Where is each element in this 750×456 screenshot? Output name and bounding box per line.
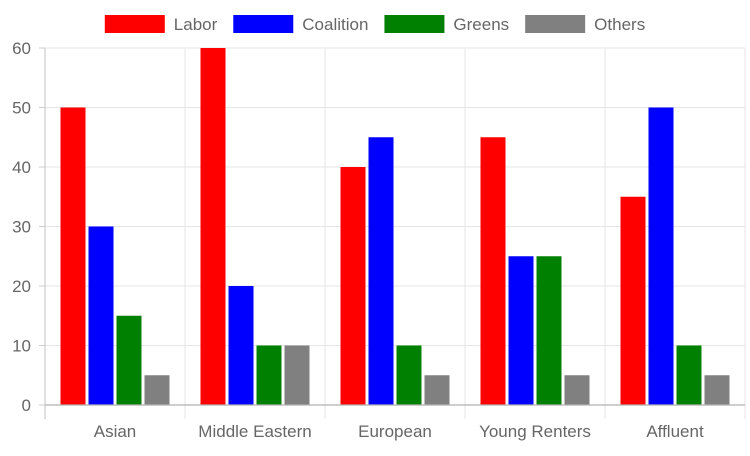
bar-coalition-european xyxy=(368,137,394,405)
x-category-label: Middle Eastern xyxy=(198,422,311,441)
bar-coalition-young-renters xyxy=(508,256,534,405)
bar-labor-asian xyxy=(60,107,86,405)
y-tick-label: 30 xyxy=(12,218,31,237)
bar-others-european xyxy=(424,375,450,405)
bar-greens-asian xyxy=(116,315,142,405)
legend-swatch-others xyxy=(525,15,586,33)
legend-label-labor[interactable]: Labor xyxy=(174,15,218,34)
bar-greens-european xyxy=(396,345,422,405)
chart-axes xyxy=(44,48,745,419)
legend-label-others[interactable]: Others xyxy=(594,15,645,34)
bar-greens-middle-eastern xyxy=(256,345,282,405)
bar-others-affluent xyxy=(704,375,730,405)
y-axis-ticks: 0 10 20 30 40 50 60 xyxy=(12,39,45,415)
bar-coalition-middle-eastern xyxy=(228,286,254,405)
bar-others-young-renters xyxy=(564,375,590,405)
bar-greens-affluent xyxy=(676,345,702,405)
bar-labor-middle-eastern xyxy=(200,48,226,405)
chart-grid xyxy=(44,47,746,419)
y-tick-label: 0 xyxy=(22,396,31,415)
bar-labor-european xyxy=(340,167,366,405)
bar-others-asian xyxy=(144,375,170,405)
legend-label-greens[interactable]: Greens xyxy=(453,15,509,34)
x-category-label: Asian xyxy=(94,422,137,441)
y-tick-label: 20 xyxy=(12,277,31,296)
bar-labor-affluent xyxy=(620,196,646,405)
bar-labor-young-renters xyxy=(480,137,506,405)
y-tick-label: 10 xyxy=(12,337,31,356)
x-category-label: Affluent xyxy=(646,422,704,441)
chart-legend: Labor Coalition Greens Others xyxy=(104,15,645,34)
legend-swatch-labor xyxy=(104,15,165,33)
y-tick-label: 60 xyxy=(12,39,31,58)
x-category-label: European xyxy=(358,422,432,441)
bar-coalition-asian xyxy=(88,226,114,405)
x-category-label: Young Renters xyxy=(479,422,591,441)
y-tick-label: 50 xyxy=(12,99,31,118)
x-axis-categories: Asian Middle Eastern European Young Renters… xyxy=(94,422,704,441)
bar-coalition-affluent xyxy=(648,107,674,405)
legend-swatch-coalition xyxy=(233,15,294,33)
bar-greens-young-renters xyxy=(536,256,562,405)
chart-bars xyxy=(60,48,730,405)
legend-swatch-greens xyxy=(384,15,445,33)
bar-others-middle-eastern xyxy=(284,345,310,405)
legend-label-coalition[interactable]: Coalition xyxy=(302,15,368,34)
y-tick-label: 40 xyxy=(12,158,31,177)
